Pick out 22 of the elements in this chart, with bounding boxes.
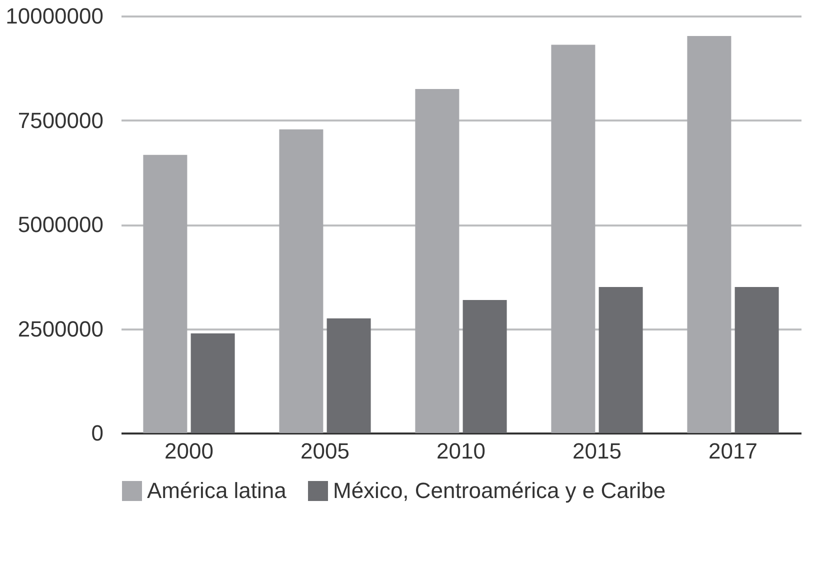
bar [687,36,732,433]
y-tick-label: 2500000 [18,316,104,342]
x-tick-label: 2005 [300,438,350,464]
legend-label: América latina [147,478,288,503]
x-tick-label: 2000 [164,438,214,464]
y-tick-label: 7500000 [18,108,104,133]
bar [734,287,779,433]
bar [326,318,371,433]
legend-label: México, Centroamérica y e Caribe [333,478,666,503]
x-tick-label: 2015 [572,438,622,464]
y-tick-label: 5000000 [18,212,104,237]
bar [598,287,643,433]
bar [190,333,235,433]
x-tick-label: 2010 [436,438,486,464]
bar [279,129,324,433]
bar [462,300,507,433]
bar [143,154,188,433]
bar [551,44,596,433]
x-tick-label: 2017 [708,438,758,464]
y-tick-label: 10000000 [6,4,104,28]
bar [415,88,460,433]
y-tick-label: 0 [91,420,104,446]
